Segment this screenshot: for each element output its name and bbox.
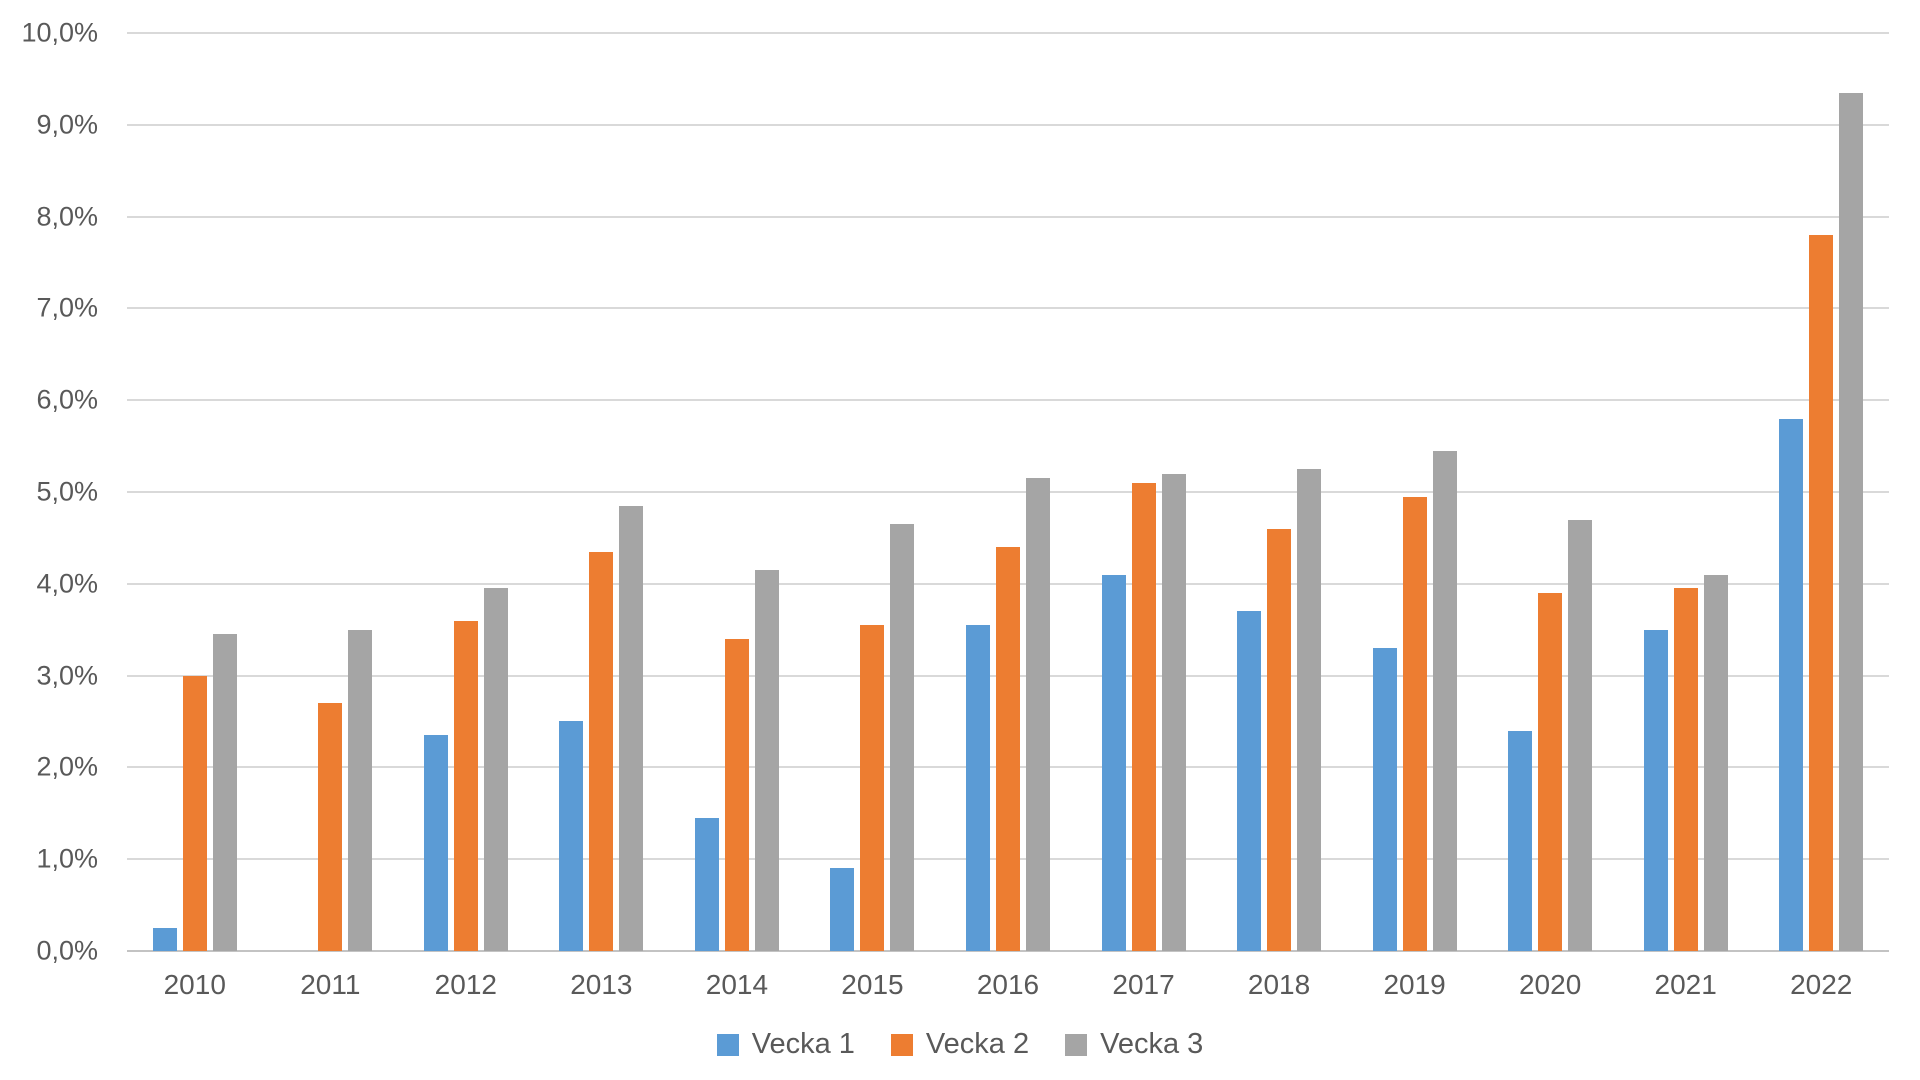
bar-vecka-2-2015 bbox=[860, 625, 884, 951]
bar-vecka-3-2016 bbox=[1026, 478, 1050, 951]
legend-swatch-icon bbox=[716, 1033, 739, 1056]
bar-vecka-2-2019 bbox=[1403, 497, 1427, 951]
x-axis-label: 2014 bbox=[705, 969, 769, 1000]
x-axis-label: 2015 bbox=[841, 969, 904, 1000]
bar-vecka-2-2010 bbox=[183, 676, 207, 951]
y-axis-tick-label: 9,0% bbox=[36, 109, 98, 140]
bar-vecka-1-2019 bbox=[1373, 648, 1397, 951]
bar-vecka-1-2013 bbox=[559, 721, 583, 951]
y-axis-tick-label: 3,0% bbox=[36, 660, 98, 691]
bar-vecka-2-2014 bbox=[725, 639, 749, 951]
legend-label: Vecka 2 bbox=[925, 1028, 1030, 1060]
y-axis-tick-label: 1,0% bbox=[36, 843, 98, 874]
y-axis-tick-label: 2,0% bbox=[36, 751, 98, 782]
x-axis-label: 2020 bbox=[1518, 969, 1582, 1000]
bar-vecka-3-2014 bbox=[755, 570, 779, 951]
legend-swatch-icon bbox=[890, 1033, 913, 1056]
bar-vecka-1-2014 bbox=[695, 818, 719, 951]
gridline bbox=[127, 307, 1889, 310]
bar-vecka-3-2018 bbox=[1297, 469, 1321, 951]
x-axis-label: 2011 bbox=[300, 969, 361, 1000]
y-axis-tick-label: 5,0% bbox=[36, 476, 98, 507]
bar-vecka-3-2011 bbox=[348, 630, 372, 951]
bar-vecka-3-2010 bbox=[213, 634, 237, 951]
bar-vecka-2-2012 bbox=[454, 621, 478, 951]
bar-vecka-3-2022 bbox=[1839, 93, 1863, 951]
gridline bbox=[127, 491, 1889, 493]
y-axis-tick-label: 4,0% bbox=[36, 568, 98, 599]
legend-item-vecka-3: Vecka 3 bbox=[1065, 1028, 1203, 1061]
bar-vecka-3-2019 bbox=[1433, 451, 1457, 951]
x-axis-baseline bbox=[127, 950, 1889, 952]
gridline bbox=[127, 215, 1889, 218]
bar-vecka-1-2020 bbox=[1508, 731, 1532, 951]
bar-vecka-1-2022 bbox=[1779, 419, 1803, 951]
bar-vecka-1-2021 bbox=[1644, 630, 1668, 951]
bar-vecka-1-2010 bbox=[153, 928, 177, 951]
bar-vecka-3-2015 bbox=[890, 524, 914, 951]
x-axis-label: 2018 bbox=[1247, 969, 1311, 1000]
bar-vecka-3-2017 bbox=[1162, 474, 1186, 951]
bar-vecka-2-2017 bbox=[1132, 483, 1156, 951]
bar-vecka-2-2020 bbox=[1538, 593, 1562, 951]
x-axis-label: 2017 bbox=[1112, 969, 1175, 1000]
bar-vecka-3-2013 bbox=[619, 506, 643, 951]
bar-vecka-2-2022 bbox=[1809, 235, 1833, 951]
bar-vecka-1-2012 bbox=[424, 735, 448, 951]
bar-vecka-1-2016 bbox=[966, 625, 990, 951]
bar-vecka-2-2016 bbox=[996, 547, 1020, 951]
x-axis-label: 2010 bbox=[163, 969, 226, 1000]
y-axis-tick-label: 0,0% bbox=[36, 935, 98, 966]
y-axis-tick-label: 10,0% bbox=[21, 17, 98, 48]
bar-vecka-1-2015 bbox=[830, 868, 854, 951]
x-axis-label: 2022 bbox=[1790, 969, 1853, 1000]
legend-item-vecka-1: Vecka 1 bbox=[716, 1028, 855, 1061]
bar-vecka-2-2011 bbox=[318, 703, 342, 951]
y-axis-tick-label: 6,0% bbox=[36, 384, 98, 415]
legend-swatch-icon bbox=[1065, 1033, 1088, 1056]
x-axis-label: 2021 bbox=[1654, 969, 1717, 1000]
bar-vecka-3-2020 bbox=[1568, 520, 1592, 951]
bar-vecka-2-2018 bbox=[1267, 529, 1291, 951]
bar-vecka-3-2012 bbox=[484, 588, 508, 951]
gridline bbox=[127, 32, 1889, 34]
bar-vecka-1-2017 bbox=[1102, 575, 1126, 951]
bar-vecka-3-2021 bbox=[1704, 575, 1728, 951]
gridline bbox=[127, 399, 1889, 402]
legend: Vecka 1 Vecka 2 Vecka 3 bbox=[0, 1028, 1920, 1061]
legend-label: Vecka 1 bbox=[751, 1028, 855, 1060]
x-axis-label: 2019 bbox=[1383, 969, 1446, 1000]
bar-vecka-1-2018 bbox=[1237, 611, 1261, 951]
legend-label: Vecka 3 bbox=[1100, 1028, 1204, 1060]
y-axis-tick-label: 8,0% bbox=[36, 201, 98, 232]
x-axis-label: 2013 bbox=[570, 969, 633, 1000]
legend-item-vecka-2: Vecka 2 bbox=[890, 1028, 1030, 1061]
bar-vecka-2-2021 bbox=[1674, 588, 1698, 951]
y-axis-tick-label: 7,0% bbox=[36, 292, 98, 323]
gridline bbox=[127, 123, 1889, 126]
x-axis-label: 2012 bbox=[434, 969, 497, 1000]
x-axis-label: 2016 bbox=[976, 969, 1040, 1000]
bar-vecka-2-2013 bbox=[589, 552, 613, 951]
